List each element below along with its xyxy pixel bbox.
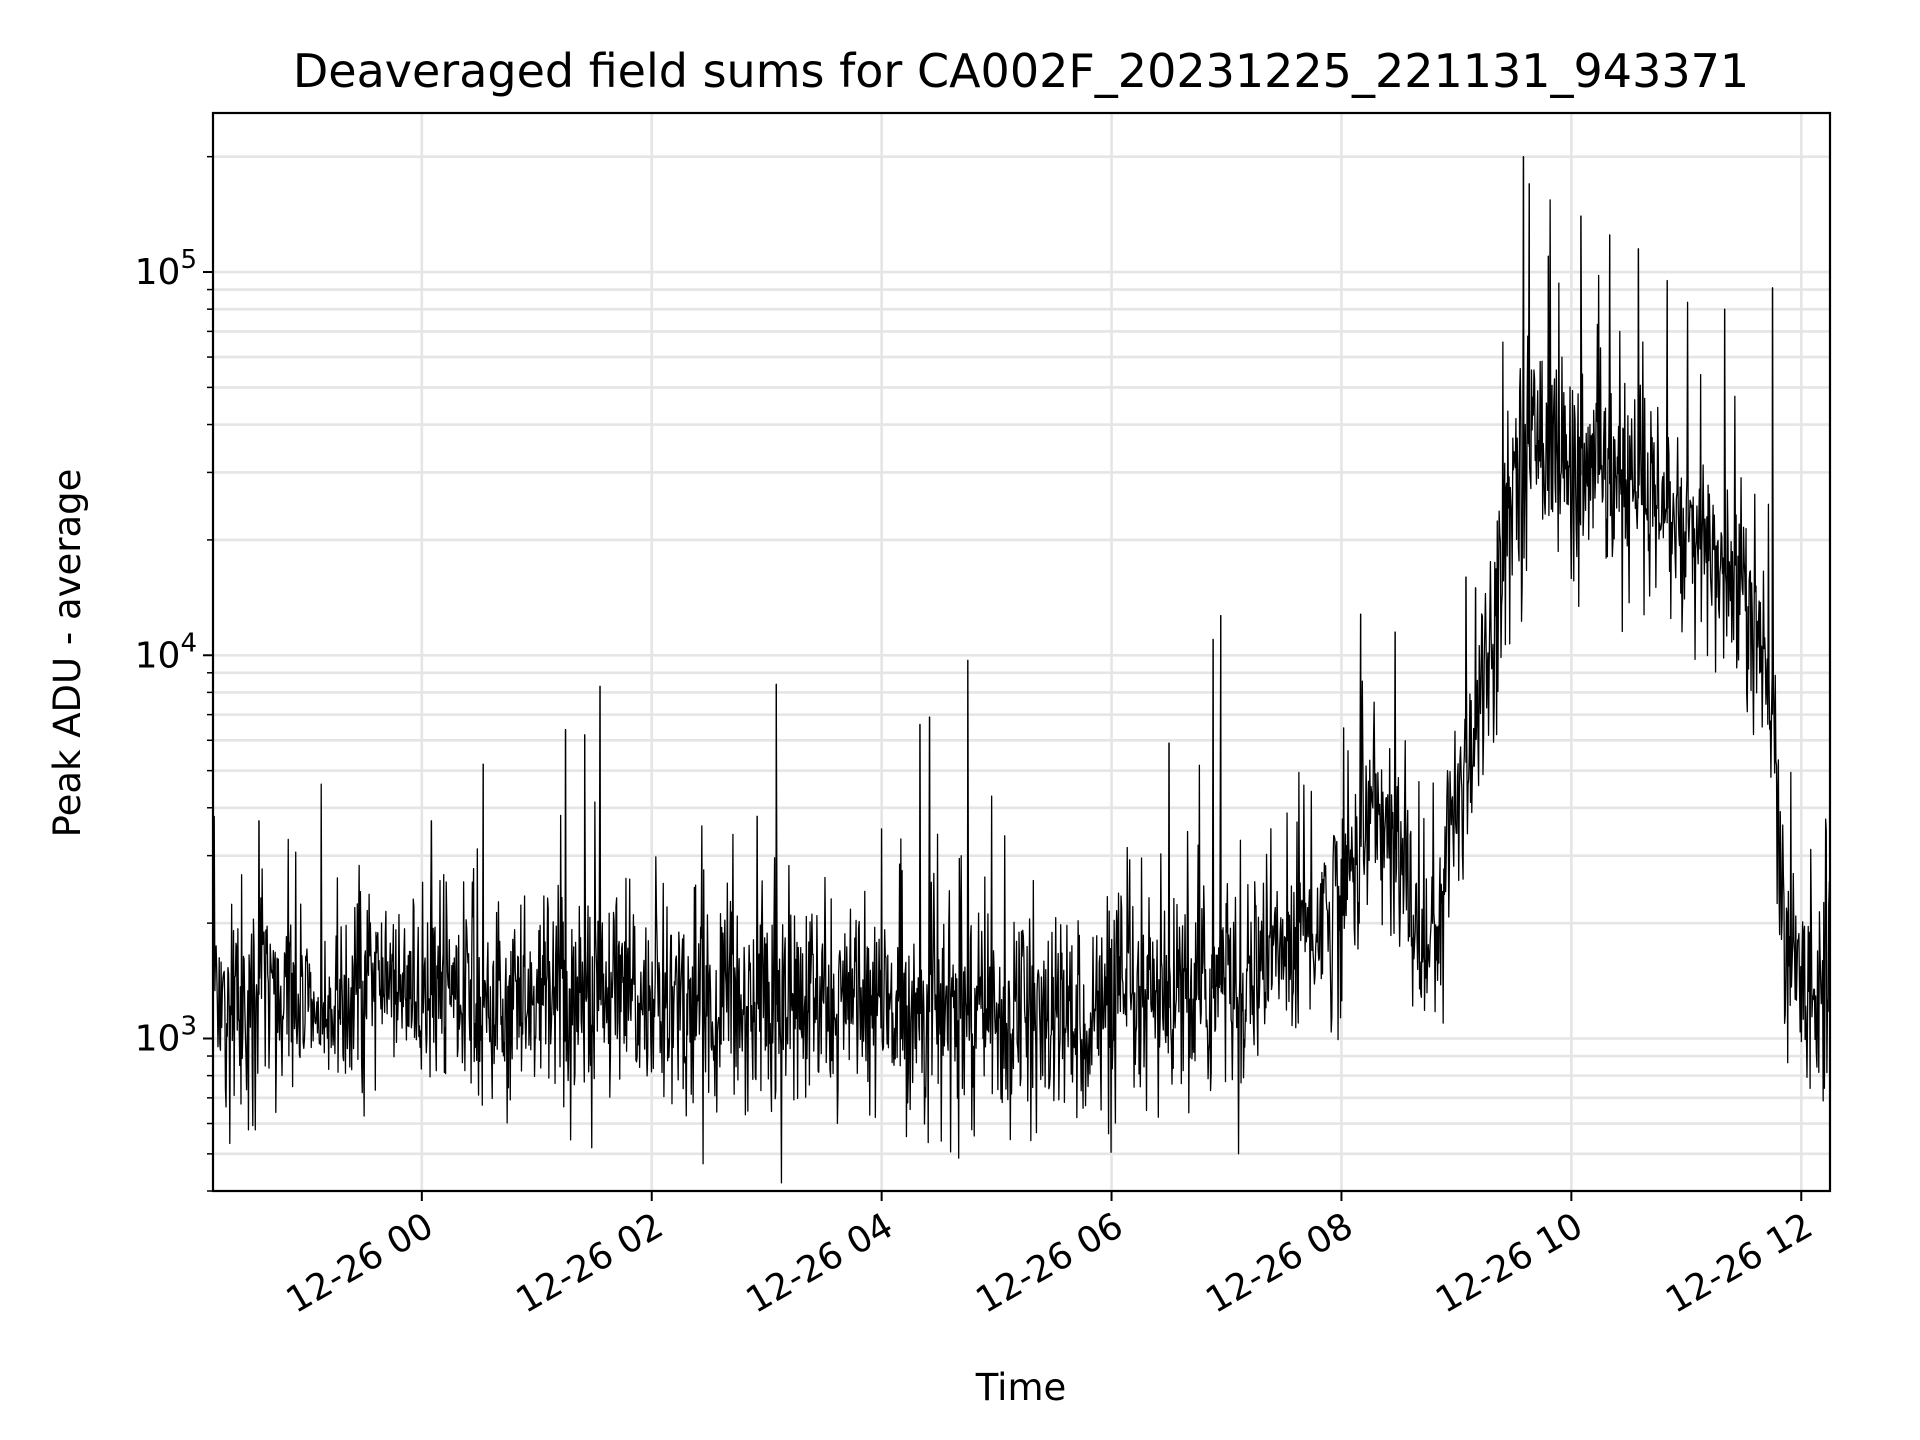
y-tick-label: 105 bbox=[135, 245, 197, 293]
y-axis-label: Peak ADU - average bbox=[46, 469, 89, 838]
y-tick-labels: 103 104 105 bbox=[135, 245, 197, 1059]
plot-frame bbox=[211, 111, 1832, 1193]
chart-title: Deaveraged field sums for CA002F_2023122… bbox=[293, 44, 1749, 98]
y-tick-label: 103 bbox=[135, 1011, 197, 1059]
y-tick-label: 104 bbox=[135, 628, 197, 676]
x-axis-label: Time bbox=[975, 1366, 1067, 1409]
series-layer bbox=[212, 156, 1831, 1184]
tick-marks bbox=[203, 155, 1803, 1201]
